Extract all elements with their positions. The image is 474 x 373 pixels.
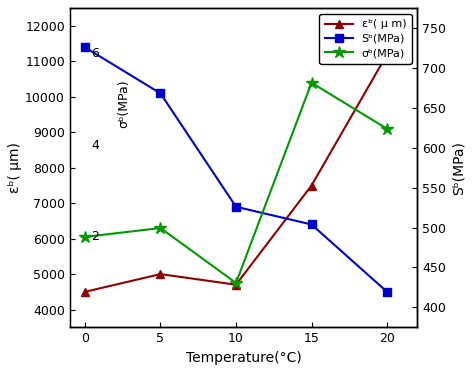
Text: 6: 6 [91, 47, 99, 60]
Sᵇ(MPa) [158, 91, 164, 95]
Text: σᵇ(MPa): σᵇ(MPa) [117, 80, 130, 128]
εᵇ( μ m) [309, 183, 314, 188]
Text: 2: 2 [91, 230, 99, 242]
Line: εᵇ( μ m): εᵇ( μ m) [81, 50, 391, 296]
εᵇ( μ m) [233, 282, 239, 287]
σᵇ(MPa) [384, 126, 390, 131]
σᵇ(MPa) [233, 281, 239, 285]
Line: σᵇ(MPa): σᵇ(MPa) [79, 76, 393, 289]
σᵇ(MPa) [158, 226, 164, 230]
Y-axis label: εᵇ( μm): εᵇ( μm) [9, 142, 22, 193]
Sᵇ(MPa) [233, 204, 239, 209]
Sᵇ(MPa) [82, 45, 88, 50]
σᵇ(MPa) [82, 235, 88, 239]
Sᵇ(MPa) [309, 222, 314, 227]
X-axis label: Temperature(°C): Temperature(°C) [186, 351, 301, 365]
Legend: εᵇ( μ m), Sᵇ(MPa), σᵇ(MPa): εᵇ( μ m), Sᵇ(MPa), σᵇ(MPa) [319, 14, 412, 64]
Line: Sᵇ(MPa): Sᵇ(MPa) [81, 43, 391, 296]
σᵇ(MPa) [309, 81, 314, 85]
εᵇ( μ m) [158, 272, 164, 276]
εᵇ( μ m) [384, 52, 390, 57]
εᵇ( μ m) [82, 289, 88, 294]
Text: 4: 4 [91, 138, 99, 151]
Sᵇ(MPa) [384, 289, 390, 294]
Y-axis label: Sᵇ(MPa): Sᵇ(MPa) [452, 141, 465, 195]
